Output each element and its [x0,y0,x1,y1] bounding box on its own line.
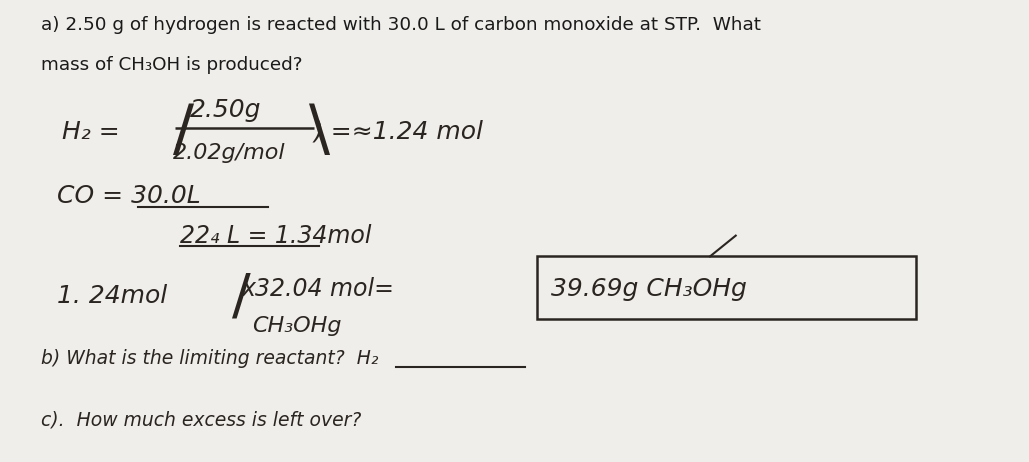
Text: x32.04 mol=: x32.04 mol= [242,277,395,301]
Text: 22₄ L = 1.34mol: 22₄ L = 1.34mol [180,224,371,248]
Text: a) 2.50 g of hydrogen is reacted with 30.0 L of carbon monoxide at STP.  What: a) 2.50 g of hydrogen is reacted with 30… [41,16,761,34]
Text: 2.50g: 2.50g [190,98,261,122]
Text: mass of CH₃OH is produced?: mass of CH₃OH is produced? [41,56,303,74]
Text: /: / [173,102,193,162]
Text: \: \ [309,102,329,162]
Text: c).  How much excess is left over?: c). How much excess is left over? [41,411,361,430]
Text: /: / [232,271,250,325]
Text: ) =≈1.24 mol: ) =≈1.24 mol [314,120,484,144]
Text: 1. 24mol: 1. 24mol [57,284,167,308]
Text: 2.02g/mol: 2.02g/mol [173,143,285,164]
Text: CH₃OHg: CH₃OHg [252,316,342,336]
Text: 39.69g CH₃OHg: 39.69g CH₃OHg [551,277,746,301]
Text: CO = 30.0L: CO = 30.0L [57,184,201,208]
Text: b) What is the limiting reactant?  H₂: b) What is the limiting reactant? H₂ [41,348,379,368]
Text: H₂ =: H₂ = [62,120,119,144]
